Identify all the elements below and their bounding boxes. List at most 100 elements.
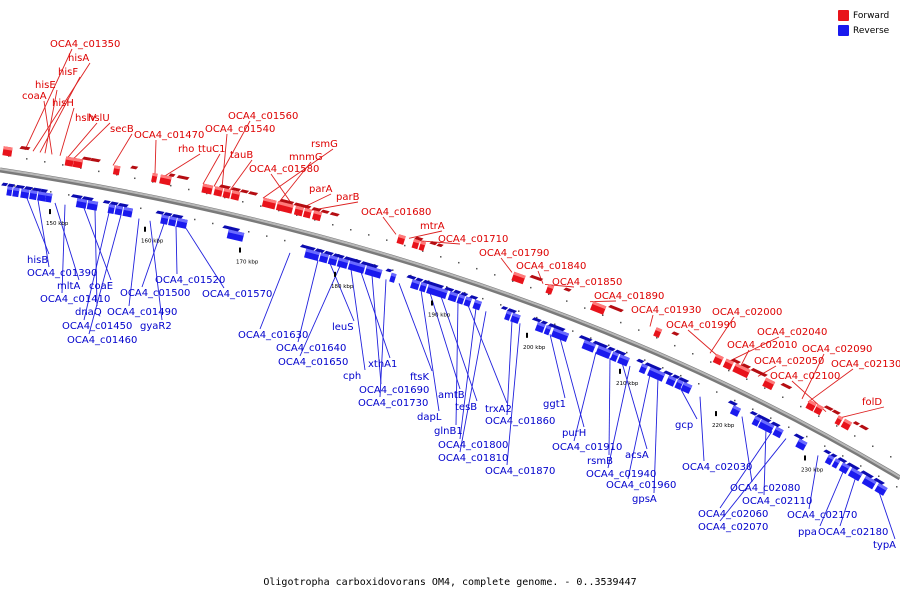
reverse-gene-label: dapL xyxy=(417,412,442,423)
reverse-gene xyxy=(860,470,877,490)
forward-gene xyxy=(302,208,330,219)
forward-gene-label: OCA4_c02050 xyxy=(754,356,824,367)
gene-top xyxy=(155,210,165,215)
gene-top xyxy=(429,241,438,246)
forward-gene-label: OCA4_c02010 xyxy=(727,340,797,351)
gene-shine xyxy=(775,426,784,433)
forward-connector xyxy=(801,353,825,400)
reverse-gene xyxy=(415,277,428,293)
forward-gene-label: mtrA xyxy=(420,221,445,232)
forward-gene-label: OCA4_c02100 xyxy=(770,371,840,382)
gene-top xyxy=(320,209,330,214)
forward-connector xyxy=(807,368,854,403)
gene-top xyxy=(299,244,316,251)
gene-shine xyxy=(553,327,570,337)
gene-top xyxy=(1,182,9,187)
strand-dot xyxy=(836,425,838,427)
strand-dot xyxy=(764,387,766,389)
forward-gene-label: folD xyxy=(862,397,882,408)
forward-gene-label: OCA4_c01560 xyxy=(228,111,298,122)
reverse-connector xyxy=(83,212,110,321)
strand-dot xyxy=(188,188,190,191)
gene-top xyxy=(740,363,752,369)
gene-top xyxy=(529,274,544,282)
reverse-gene-label: OCA4_c01870 xyxy=(485,466,555,477)
forward-gene-label: OCA4_c01580 xyxy=(249,164,319,175)
strand-dot xyxy=(32,188,34,190)
reverse-gene-label: OCA4_c01810 xyxy=(438,453,508,464)
strand-dot xyxy=(746,378,748,380)
forward-gene-label: OCA4_c01470 xyxy=(134,130,204,141)
gene-top xyxy=(109,201,119,206)
reverse-connector xyxy=(440,296,478,402)
map-caption: Oligotropha carboxidovorans OM4, complet… xyxy=(263,577,637,588)
forward-gene-label: tauB xyxy=(230,150,253,161)
scale-tick-label: 160 kbp xyxy=(141,239,164,245)
gene-shine xyxy=(458,294,466,299)
gene-top xyxy=(793,433,805,440)
forward-connector xyxy=(739,349,750,368)
reverse-gene xyxy=(837,457,851,475)
gene-shine xyxy=(304,208,312,213)
gene-shine xyxy=(398,234,406,240)
gene-top xyxy=(614,349,627,356)
reverse-connector xyxy=(699,396,705,462)
forward-gene xyxy=(261,197,295,210)
reverse-gene xyxy=(678,377,693,394)
strand-dot xyxy=(536,316,538,319)
forward-connector xyxy=(73,122,111,159)
strand-dot xyxy=(638,329,640,331)
reverse-gene xyxy=(770,421,784,439)
reverse-gene xyxy=(592,340,612,360)
legend-reverse: Reverse xyxy=(838,23,889,38)
gene-shine xyxy=(338,257,349,264)
forward-gene-label: OCA4_c01790 xyxy=(479,248,549,259)
gene-top xyxy=(727,400,738,406)
gene-shine xyxy=(545,325,552,330)
scale-tick xyxy=(144,226,146,232)
reverse-connector xyxy=(839,476,857,527)
reverse-gene-label: OCA4_c01650 xyxy=(278,357,348,368)
forward-gene xyxy=(418,241,444,252)
strand-dot xyxy=(44,161,46,163)
forward-gene-label: OCA4_c01890 xyxy=(594,291,664,302)
reverse-connector xyxy=(621,362,648,450)
reverse-connector xyxy=(607,365,631,469)
strand-dot xyxy=(350,229,352,231)
gene-top xyxy=(830,453,838,458)
scale-tick xyxy=(431,300,433,306)
forward-connector xyxy=(687,329,721,359)
reverse-connector xyxy=(459,311,487,453)
reverse-gene xyxy=(756,414,775,434)
strand-dot xyxy=(674,344,676,347)
strand-dot xyxy=(62,164,64,166)
strand-dot xyxy=(518,310,520,312)
gene-shine xyxy=(732,405,742,412)
gene-shine xyxy=(619,354,630,361)
reverse-gene-label: OCA4_c01520 xyxy=(155,275,225,286)
gene-shine xyxy=(21,188,30,193)
forward-connector xyxy=(229,159,253,191)
reverse-gene-label: OCA4_c01490 xyxy=(107,307,177,318)
reverse-gene-label: gcp xyxy=(675,420,693,431)
strand-dot xyxy=(278,209,280,212)
strand-dot xyxy=(476,267,478,270)
gene-shine xyxy=(160,174,172,180)
reverse-gene-label: rsmB xyxy=(587,456,613,467)
gene-top xyxy=(414,236,424,241)
gene-shine xyxy=(816,404,824,410)
scale-tick-label: 150 kbp xyxy=(46,221,69,227)
strand-dot xyxy=(728,369,730,372)
reverse-gene xyxy=(7,183,20,198)
reverse-gene-label: xthA1 xyxy=(368,359,397,370)
gene-shine xyxy=(877,482,888,491)
gene-shine xyxy=(474,299,482,305)
forward-connector xyxy=(24,48,73,151)
strand-dot xyxy=(860,465,862,467)
gene-shine xyxy=(837,415,844,421)
forward-gene xyxy=(722,358,752,371)
reverse-connector xyxy=(88,214,122,335)
legend-forward: Forward xyxy=(838,8,889,23)
strand-dot xyxy=(752,408,754,410)
